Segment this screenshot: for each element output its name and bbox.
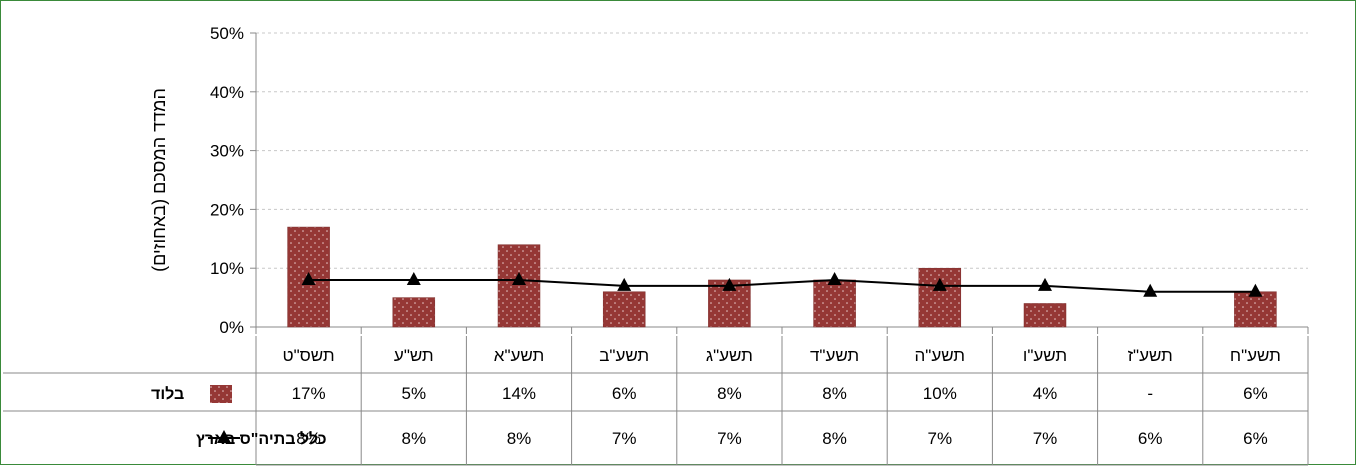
category-label: תשע"ב xyxy=(599,346,649,365)
line-marker xyxy=(932,277,947,291)
category-label: תשע"א xyxy=(494,346,544,365)
category-label: תשע"ח xyxy=(1230,346,1281,365)
bar xyxy=(1023,303,1067,328)
category-label: תשע"ז xyxy=(1128,346,1173,365)
table-cell-bar: 8% xyxy=(822,384,847,403)
line-marker xyxy=(301,271,316,285)
table-cell-line: 8% xyxy=(507,429,532,448)
line-marker xyxy=(722,277,737,291)
y-tick-label: 40% xyxy=(210,83,244,102)
legend-swatch-bar xyxy=(210,385,232,403)
category-label: תש"ע xyxy=(394,346,434,365)
table-cell-line: 7% xyxy=(717,429,742,448)
line-marker xyxy=(1038,277,1052,291)
bar xyxy=(1234,291,1277,328)
line-marker xyxy=(512,271,526,285)
table-cell-bar: - xyxy=(1147,384,1153,403)
table-cell-bar: 4% xyxy=(1033,384,1058,403)
bar xyxy=(392,297,436,328)
line-marker xyxy=(406,271,421,285)
table-cell-bar: 8% xyxy=(717,384,742,403)
table-cell-bar: 6% xyxy=(612,384,637,403)
table-cell-bar: 14% xyxy=(502,384,536,403)
bar xyxy=(497,244,541,328)
legend-label-line: כלל בתיה"ס בארץ xyxy=(196,430,327,448)
table-cell-line: 8% xyxy=(402,429,427,448)
line-marker xyxy=(1143,283,1158,297)
table-cell-line: 8% xyxy=(296,429,321,448)
table-cell-bar: 5% xyxy=(402,384,427,403)
table-cell-line: 7% xyxy=(612,429,637,448)
category-label: תשע"ד xyxy=(810,346,859,365)
line-marker xyxy=(617,277,632,291)
table-cell-line: 6% xyxy=(1243,429,1268,448)
line-marker xyxy=(827,271,842,285)
bar xyxy=(918,267,962,328)
line-marker xyxy=(1248,283,1263,297)
y-tick-label: 30% xyxy=(210,142,244,161)
y-axis-title: המדד המסכם (באחוזים) xyxy=(149,88,169,272)
table-cell-bar: 10% xyxy=(923,384,957,403)
table-cell-line: 8% xyxy=(822,429,847,448)
legend-label-bar: בלוד xyxy=(151,385,184,403)
line-series xyxy=(308,278,1256,293)
table-cell-line: 6% xyxy=(1138,429,1163,448)
category-label: תשע"ג xyxy=(706,346,753,365)
table-cell-line: 7% xyxy=(928,429,953,448)
bar xyxy=(813,279,856,328)
bar xyxy=(602,291,646,328)
table-cell-line: 7% xyxy=(1033,429,1058,448)
table-cell-bar: 17% xyxy=(292,384,326,403)
legend-marker xyxy=(217,430,231,443)
category-label: תשע"ו xyxy=(1023,346,1067,365)
category-label: תשע"ה xyxy=(915,346,966,365)
category-label: תשס"ט xyxy=(283,346,335,365)
y-tick-label: 20% xyxy=(210,200,244,219)
table-cell-bar: 6% xyxy=(1243,384,1268,403)
y-tick-label: 0% xyxy=(219,318,244,337)
y-tick-label: 50% xyxy=(210,24,244,43)
y-tick-label: 10% xyxy=(210,259,244,278)
